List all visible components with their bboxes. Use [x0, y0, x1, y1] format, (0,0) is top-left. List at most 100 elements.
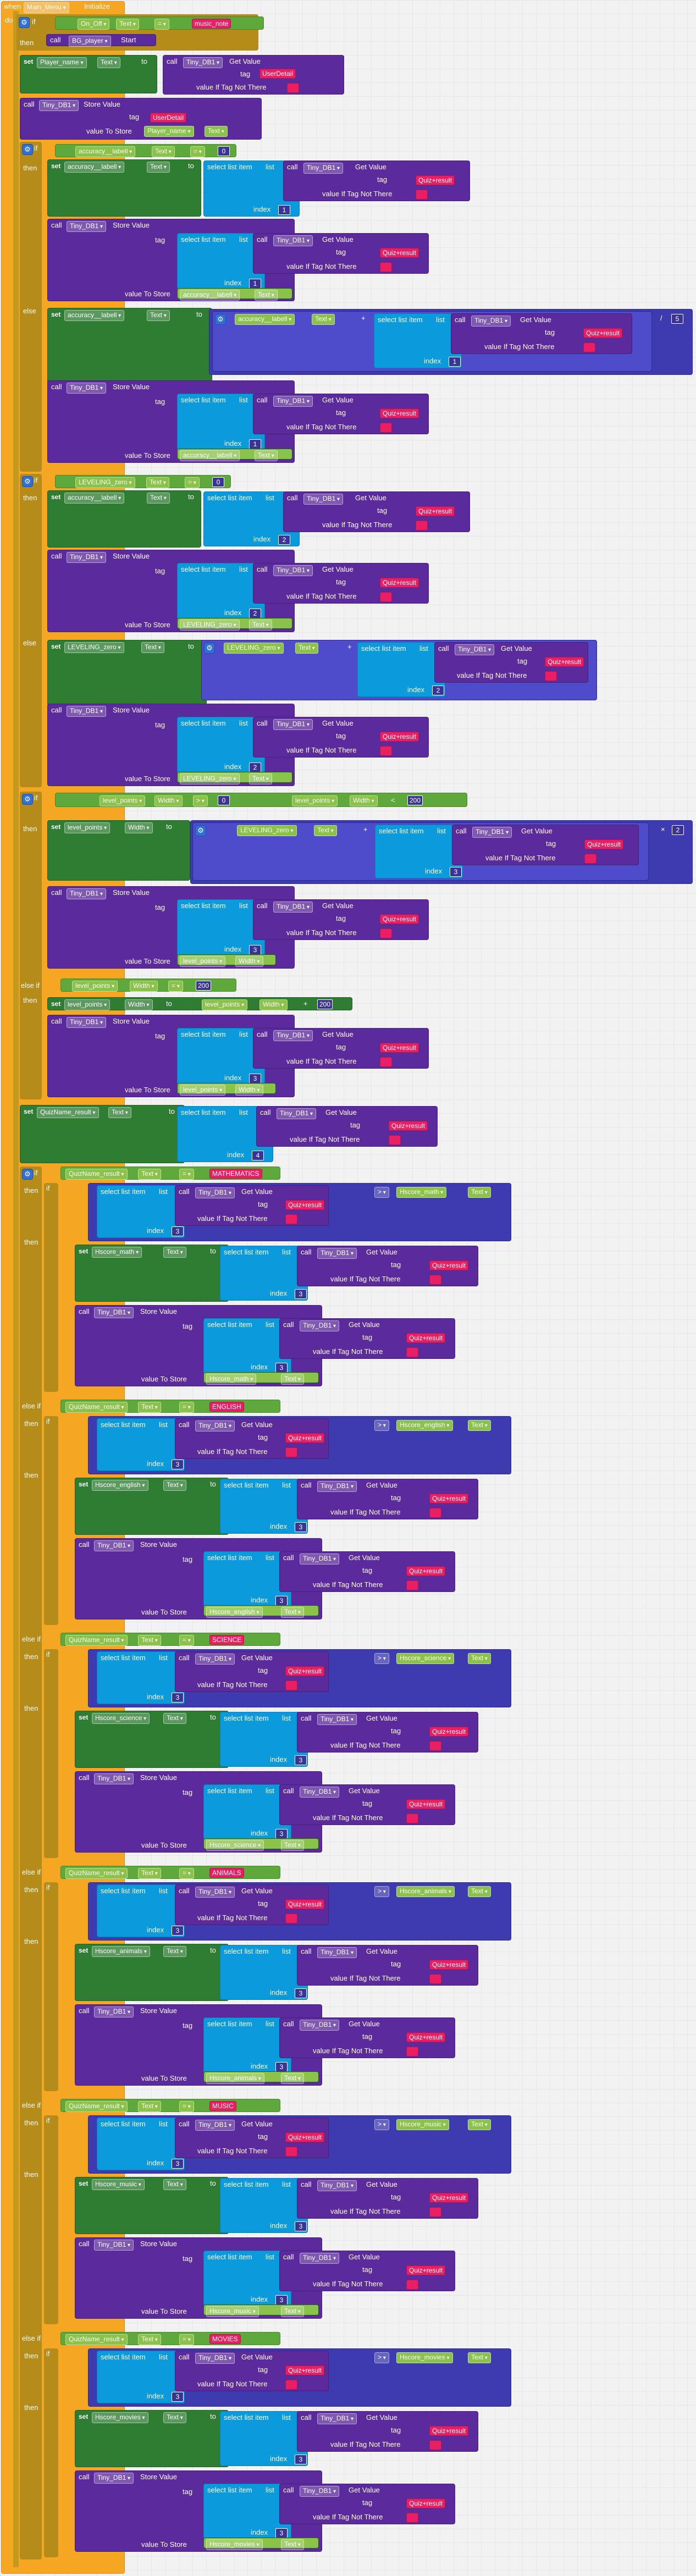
- index-number[interactable]: 1: [249, 439, 261, 449]
- select-list-item[interactable]: select list item list index 2: [177, 563, 265, 620]
- tinydb-dropdown[interactable]: Tiny_DB1: [67, 552, 107, 563]
- tinydb-get-quizresult[interactable]: call Tiny_DB1 Get Value tag Quiz+result …: [253, 1028, 429, 1069]
- text-prop[interactable]: Text: [152, 146, 175, 157]
- inner-if[interactable]: if then: [24, 2348, 58, 2557]
- tinydb-dropdown[interactable]: Tiny_DB1: [300, 2486, 340, 2497]
- text-prop[interactable]: Text: [163, 1480, 186, 1491]
- empty-string[interactable]: [429, 2440, 441, 2450]
- accuracy-getter[interactable]: accuracy__labell: [235, 314, 295, 325]
- empty-string[interactable]: [406, 2513, 418, 2523]
- subject-condition[interactable]: QuizName_result Text = MUSIC: [60, 2099, 280, 2112]
- quizresult-string[interactable]: Quiz+result: [285, 2365, 325, 2375]
- zero-number[interactable]: 0: [212, 477, 224, 487]
- text-prop[interactable]: Text: [138, 2334, 161, 2345]
- quizresult-string[interactable]: Quiz+result: [429, 2193, 469, 2203]
- eq-op[interactable]: =: [179, 1402, 194, 1413]
- tinydb-dropdown[interactable]: Tiny_DB1: [67, 888, 107, 899]
- hscore-dropdown[interactable]: Hscore_english: [92, 1480, 148, 1491]
- quizname-getter[interactable]: QuizName_result: [65, 1402, 128, 1413]
- index-number[interactable]: 3: [172, 1460, 184, 1469]
- hscore-getter-block[interactable]: Hscore_science Text: [203, 1838, 319, 1851]
- tinydb-get-quizresult[interactable]: call Tiny_DB1 Get Value tag Quiz+result value…: [279, 1784, 455, 1825]
- index-number[interactable]: 3: [275, 1363, 288, 1373]
- text-prop[interactable]: Text: [138, 1635, 161, 1646]
- tinydb-dropdown[interactable]: Tiny_DB1: [94, 2473, 134, 2484]
- levelpoints-getter-block[interactable]: level_points Width: [177, 954, 276, 967]
- mutator-gear-icon[interactable]: ⚙: [19, 17, 30, 28]
- tinydb-get-quizresult[interactable]: call Tiny_DB1 Get Value tag Quiz+result value…: [175, 2351, 329, 2391]
- tinydb-dropdown[interactable]: Tiny_DB1: [195, 1187, 235, 1198]
- accuracy-eq-zero[interactable]: accuracy__labell Text = 0: [55, 144, 236, 157]
- quizresult-string[interactable]: Quiz+result: [285, 1666, 325, 1676]
- eq-op[interactable]: =: [179, 1868, 194, 1879]
- eq-op[interactable]: =: [179, 2101, 194, 2112]
- select-list-item[interactable]: select list item list index 3: [203, 2017, 291, 2074]
- text-prop[interactable]: Text: [281, 1840, 304, 1851]
- index-number[interactable]: 4: [252, 1151, 264, 1160]
- text-prop[interactable]: Text: [281, 1374, 304, 1385]
- index-number[interactable]: 3: [172, 1926, 184, 1936]
- tinydb-dropdown[interactable]: Tiny_DB1: [300, 1787, 340, 1798]
- tinydb-get-quizresult[interactable]: call Tiny_DB1 Get Value tag Quiz+result value…: [175, 1185, 329, 1226]
- levelpoints-getter[interactable]: level_points: [292, 795, 338, 806]
- tinydb-get-quizresult[interactable]: call Tiny_DB1 Get Value tag Quiz+result value…: [297, 2411, 478, 2452]
- quizresult-string[interactable]: Quiz+result: [406, 1566, 446, 1576]
- quizresult-string[interactable]: Quiz+result: [429, 1261, 469, 1270]
- tinydb-get-quizresult[interactable]: call Tiny_DB1 Get Value tag Quiz+result …: [253, 717, 429, 758]
- tinydb-dropdown[interactable]: Tiny_DB1: [94, 1307, 134, 1318]
- mutator-gear-icon[interactable]: ⚙: [22, 1169, 33, 1180]
- index-number[interactable]: 3: [172, 2392, 184, 2402]
- levelpoints-dropdown[interactable]: level_points: [64, 999, 111, 1010]
- subject-condition[interactable]: QuizName_result Text = MATHEMATICS: [60, 1167, 280, 1180]
- tinydb-dropdown[interactable]: Tiny_DB1: [317, 2180, 357, 2191]
- subject-condition[interactable]: QuizName_result Text = ANIMALS: [60, 1866, 280, 1879]
- two-hundred-number[interactable]: 200: [196, 981, 212, 991]
- hscore-getter-block[interactable]: Hscore_movies Text: [203, 2538, 319, 2550]
- text-prop[interactable]: Text: [116, 19, 139, 30]
- hscore-dropdown[interactable]: Hscore_movies: [92, 2412, 148, 2423]
- tinydb-get-quizresult[interactable]: call Tiny_DB1 Get Value tag Quiz+result …: [253, 899, 429, 940]
- quizresult-string[interactable]: Quiz+result: [406, 1799, 446, 1809]
- tinydb-dropdown[interactable]: Tiny_DB1: [317, 2413, 357, 2424]
- text-prop[interactable]: Text: [138, 1402, 161, 1413]
- tinydb-get-userdetail[interactable]: call Tiny_DB1 Get Value tag UserDetail v…: [163, 55, 344, 95]
- width-prop[interactable]: Width: [235, 1085, 263, 1096]
- accuracy-getter-block[interactable]: accuracy__labell Text: [177, 288, 292, 301]
- empty-string[interactable]: [380, 423, 392, 433]
- index-number[interactable]: 1: [449, 357, 461, 367]
- text-prop[interactable]: Text: [468, 1187, 491, 1198]
- quizresult-string[interactable]: Quiz+result: [416, 175, 455, 185]
- hscore-dropdown[interactable]: Hscore_science: [92, 1713, 150, 1724]
- empty-string[interactable]: [406, 2047, 418, 2057]
- tinydb-dropdown[interactable]: Tiny_DB1: [300, 2253, 340, 2264]
- quizresult-string[interactable]: Quiz+result: [380, 914, 419, 924]
- empty-string[interactable]: [429, 1974, 441, 1984]
- tinydb-dropdown[interactable]: Tiny_DB1: [67, 221, 107, 232]
- tinydb-get-quizresult[interactable]: call Tiny_DB1 Get Value tag Quiz+result …: [451, 313, 632, 354]
- tinydb-dropdown[interactable]: Tiny_DB1: [471, 316, 511, 327]
- accuracy-getter[interactable]: accuracy__labell: [75, 146, 136, 157]
- text-prop[interactable]: Text: [163, 2412, 186, 2423]
- gt-op[interactable]: >: [374, 2352, 389, 2363]
- text-prop[interactable]: Text: [97, 57, 120, 68]
- text-prop[interactable]: Text: [146, 477, 169, 488]
- tinydb-dropdown[interactable]: Tiny_DB1: [195, 2353, 235, 2364]
- tinydb-dropdown[interactable]: Tiny_DB1: [277, 1108, 317, 1119]
- index-number[interactable]: 1: [278, 205, 290, 215]
- eq-op[interactable]: =: [185, 477, 200, 488]
- text-prop[interactable]: Text: [249, 620, 272, 631]
- userdetail-string[interactable]: UserDetail: [150, 113, 187, 123]
- select-list-item[interactable]: select list item list index 3: [220, 2411, 308, 2466]
- quizresult-string[interactable]: Quiz+result: [380, 248, 419, 258]
- tinydb-dropdown[interactable]: Tiny_DB1: [183, 57, 223, 68]
- set-player-name[interactable]: set Player_name Text to: [20, 55, 157, 93]
- two-hundred-number[interactable]: 200: [317, 999, 333, 1009]
- index-number[interactable]: 3: [172, 1693, 184, 1702]
- leveling-eq-zero[interactable]: LEVELING_zero Text = 0: [55, 475, 231, 488]
- set-leveling[interactable]: set accuracy__labell Text to: [47, 490, 201, 548]
- select-list-item[interactable]: select list item list index 3: [203, 1551, 291, 1607]
- quizname-getter[interactable]: QuizName_result: [65, 2334, 128, 2345]
- quizresult-string[interactable]: Quiz+result: [429, 1960, 469, 1970]
- mutator-gear-icon[interactable]: ⚙: [22, 476, 33, 487]
